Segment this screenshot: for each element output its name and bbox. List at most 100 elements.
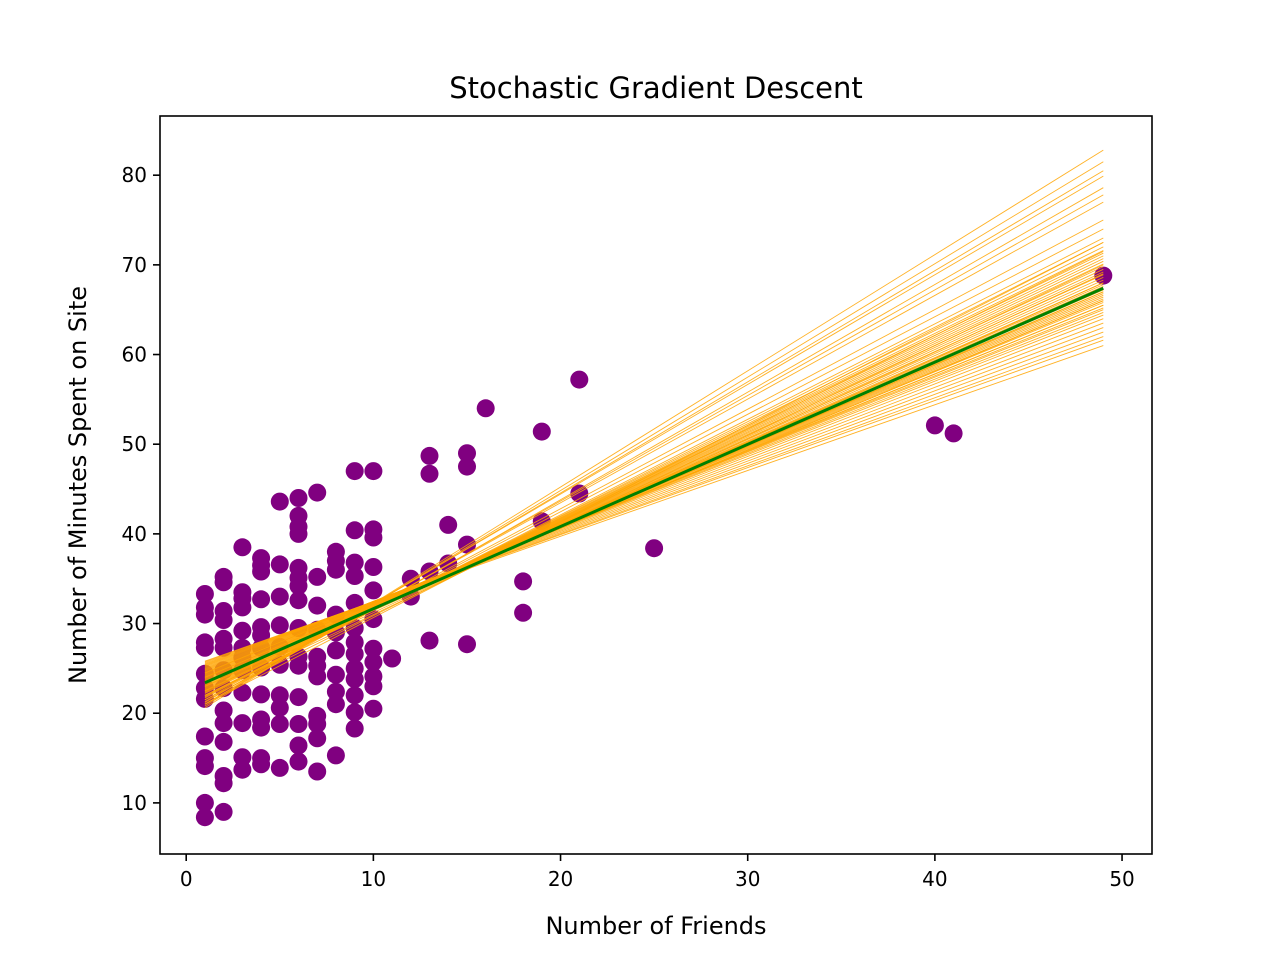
- data-point: [214, 573, 233, 592]
- plot-area: [195, 149, 1113, 827]
- data-point: [345, 719, 364, 738]
- data-point: [364, 528, 383, 547]
- data-point: [420, 631, 439, 650]
- data-point: [364, 677, 383, 696]
- x-axis-label: Number of Friends: [545, 912, 766, 940]
- data-point: [214, 611, 233, 629]
- data-point: [270, 715, 289, 733]
- data-point: [345, 703, 364, 722]
- x-tick-label: 40: [922, 867, 947, 891]
- x-tick-label: 50: [1109, 867, 1134, 891]
- data-point: [195, 605, 214, 624]
- data-point: [420, 446, 439, 465]
- data-point: [326, 560, 345, 579]
- data-point: [252, 718, 271, 737]
- data-point: [214, 638, 233, 657]
- data-point: [195, 757, 214, 776]
- data-point: [270, 555, 289, 574]
- data-point: [270, 492, 289, 511]
- data-point: [214, 714, 233, 733]
- data-point: [326, 641, 345, 660]
- data-point: [289, 715, 308, 733]
- sgd-iteration-line: [204, 250, 1104, 701]
- data-point: [233, 621, 252, 640]
- data-point: [532, 422, 551, 441]
- data-point: [270, 587, 289, 606]
- data-point: [233, 683, 252, 702]
- x-tick-label: 10: [361, 867, 386, 891]
- data-point: [308, 762, 327, 781]
- data-point: [345, 670, 364, 689]
- data-point: [289, 576, 308, 595]
- data-point: [345, 462, 364, 481]
- data-point: [345, 521, 364, 540]
- chart-title: Stochastic Gradient Descent: [449, 71, 863, 105]
- sgd-iteration-line: [204, 345, 1104, 662]
- y-tick-label: 10: [122, 791, 147, 815]
- data-point: [345, 686, 364, 705]
- data-point: [214, 732, 233, 751]
- x-axis: 0 10 20 30 40 50: [180, 854, 1135, 891]
- data-point: [270, 698, 289, 717]
- data-point: [326, 665, 345, 684]
- data-point: [308, 596, 327, 615]
- y-tick-label: 30: [122, 612, 147, 636]
- data-point: [308, 483, 327, 502]
- y-axis: 10 20 30 40 50 60 70 80: [122, 163, 160, 815]
- data-point: [439, 515, 458, 534]
- data-point: [383, 649, 402, 668]
- data-point: [252, 562, 271, 581]
- sgd-iteration-line: [204, 273, 1104, 692]
- data-point: [364, 558, 383, 576]
- x-tick-label: 30: [735, 867, 760, 891]
- data-point: [364, 581, 383, 600]
- data-point: [570, 484, 589, 503]
- data-point: [364, 462, 383, 481]
- data-point: [944, 424, 963, 443]
- data-point: [214, 774, 233, 793]
- sgd-iteration-line: [204, 304, 1104, 674]
- data-point: [308, 729, 327, 748]
- data-point: [195, 793, 214, 812]
- data-point: [270, 616, 289, 635]
- data-point: [458, 444, 476, 463]
- y-axis-label: Number of Minutes Spent on Site: [64, 286, 92, 684]
- data-point: [233, 538, 252, 557]
- data-point: [289, 656, 308, 675]
- data-point: [195, 638, 214, 657]
- data-point: [364, 653, 383, 672]
- data-point: [252, 755, 271, 774]
- data-point: [195, 585, 214, 603]
- data-point: [458, 635, 476, 654]
- data-point: [308, 715, 327, 733]
- data-point: [326, 695, 345, 714]
- data-point: [252, 685, 271, 704]
- x-tick-label: 0: [180, 867, 193, 891]
- data-point: [345, 553, 364, 572]
- sgd-iteration-line: [204, 264, 1104, 696]
- data-point: [420, 464, 439, 483]
- y-tick-label: 60: [122, 343, 147, 367]
- data-point: [289, 752, 308, 771]
- data-point: [345, 567, 364, 585]
- data-point: [289, 524, 308, 543]
- data-point: [195, 808, 214, 827]
- data-point: [326, 746, 345, 765]
- data-point: [514, 572, 533, 591]
- data-point: [233, 598, 252, 617]
- y-tick-label: 80: [122, 163, 147, 187]
- data-point: [289, 688, 308, 707]
- y-tick-label: 40: [122, 522, 147, 546]
- data-point: [270, 758, 289, 777]
- data-point: [476, 399, 495, 418]
- data-point: [252, 590, 271, 609]
- data-point: [289, 591, 308, 610]
- data-point: [364, 699, 383, 718]
- data-point: [233, 760, 252, 779]
- data-point: [326, 682, 345, 701]
- y-tick-label: 20: [122, 701, 147, 725]
- data-point: [270, 686, 289, 705]
- data-point: [925, 416, 944, 435]
- data-point: [645, 539, 664, 558]
